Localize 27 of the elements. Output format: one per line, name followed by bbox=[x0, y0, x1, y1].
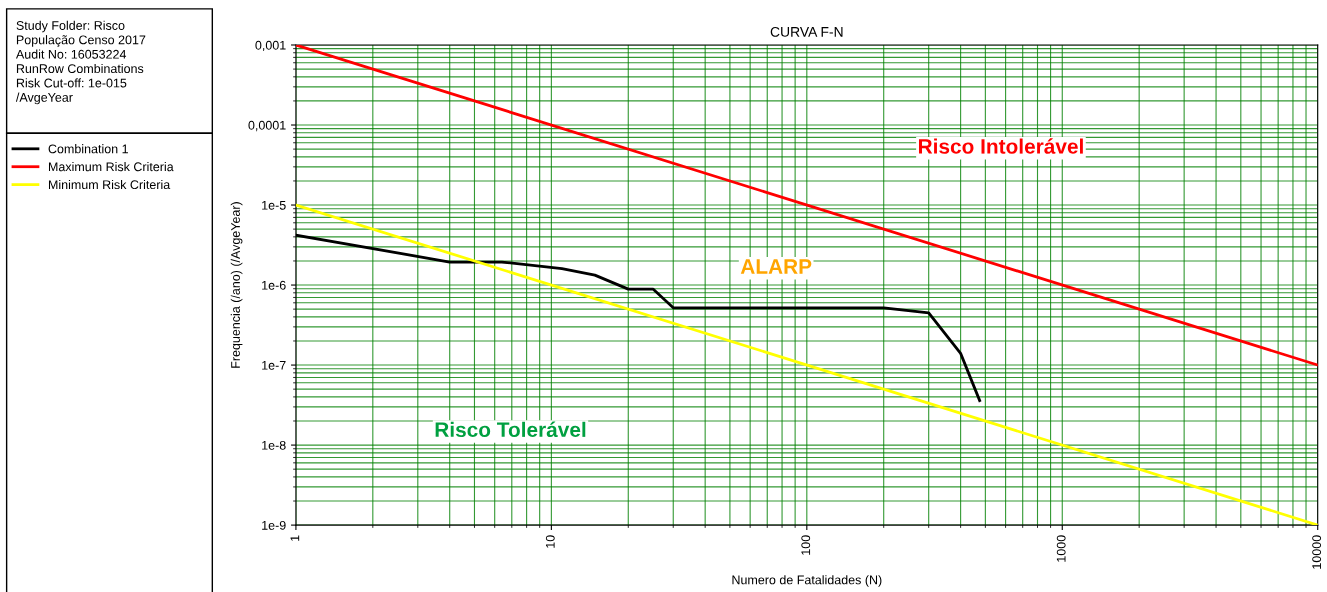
text: Audit No: 16053224 bbox=[15, 49, 127, 59]
y-tick-label: 0,001 bbox=[255, 40, 286, 52]
y-tick-label: 1e-5 bbox=[262, 200, 286, 210]
x-tick-label: 10 bbox=[545, 535, 555, 548]
y-axis-title: Frequencia (/ano) (/AvgeYear) bbox=[230, 202, 243, 368]
legend-label: Maximum Risk Criteria bbox=[48, 162, 174, 172]
chart-title: CURVA F-N bbox=[770, 26, 843, 37]
y-tick-label: 0,0001 bbox=[248, 120, 286, 132]
y-tick-label: 1e-8 bbox=[262, 440, 286, 450]
y-tick-label: 1e-6 bbox=[262, 280, 286, 290]
text: Study Folder: Risco bbox=[16, 20, 125, 33]
x-tick-label: 1000 bbox=[1056, 535, 1066, 562]
text: RunRow Combinations bbox=[16, 63, 144, 74]
text: Risk Cut-off: 1e-015 bbox=[16, 78, 127, 88]
legend-label: Combination 1 bbox=[48, 144, 128, 154]
x-tick-label: 1 bbox=[290, 535, 300, 541]
y-tick-label: 1e-7 bbox=[262, 361, 286, 370]
legend-label: Minimum Risk Criteria bbox=[48, 179, 171, 190]
text: População Censo 2017 bbox=[16, 35, 146, 47]
annotation: Risco Intolerável bbox=[918, 138, 1083, 154]
annotation: ALARP bbox=[740, 259, 812, 274]
annotation: Risco Tolerável bbox=[435, 421, 586, 438]
text: /AvgeYear bbox=[15, 92, 73, 105]
x-tick-label: 10000 bbox=[1312, 535, 1322, 569]
x-tick-label: 100 bbox=[801, 535, 811, 555]
y-tick-label: 1e-9 bbox=[262, 520, 286, 530]
x-axis-title: Numero de Fatalidades (N) bbox=[732, 575, 882, 587]
